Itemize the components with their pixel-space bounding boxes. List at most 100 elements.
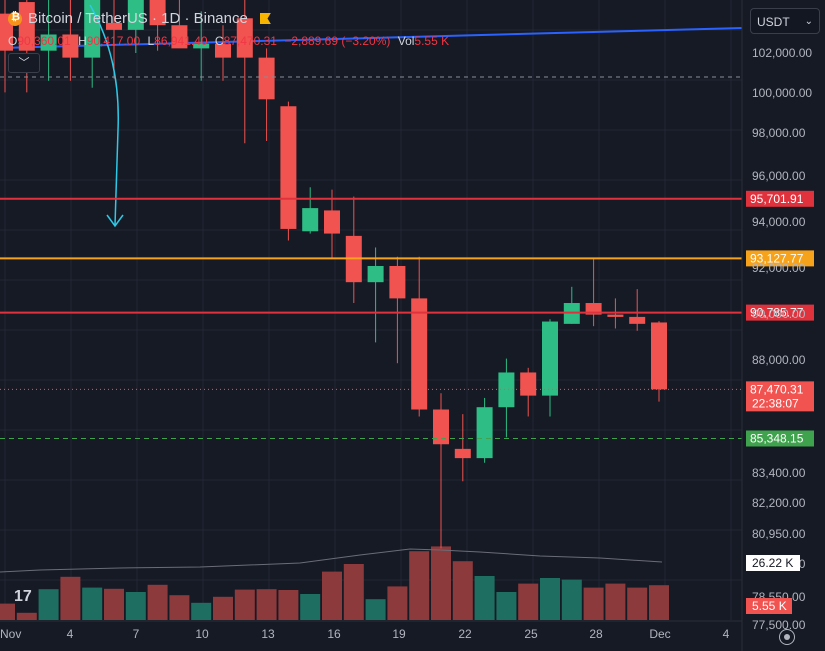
- volume-bar: [60, 576, 81, 620]
- price-label-box: [746, 190, 814, 207]
- volume-bar: [431, 546, 451, 620]
- low-key: L: [147, 34, 155, 48]
- volume-bar: [452, 561, 473, 620]
- price-label-box: [746, 250, 814, 267]
- time-axis-tick: 28: [589, 627, 603, 641]
- price-label-box: [746, 430, 814, 447]
- volume-ma-label: 26.22 K: [752, 556, 793, 570]
- candle[interactable]: [258, 57, 275, 100]
- volume-key: Vol: [397, 34, 415, 48]
- volume-bar: [125, 592, 146, 620]
- volume-bar: [387, 586, 408, 620]
- volume-bar: [561, 579, 582, 620]
- candle[interactable]: [476, 407, 493, 459]
- candle[interactable]: [193, 43, 210, 49]
- candle[interactable]: [607, 314, 624, 317]
- candle[interactable]: [106, 22, 122, 30]
- open-key: O: [8, 34, 18, 48]
- candle[interactable]: [302, 208, 319, 232]
- collapse-legend-button[interactable]: ﹀: [8, 53, 40, 73]
- currency-label: USDT: [757, 15, 790, 29]
- time-axis-tick: Nov: [0, 627, 21, 641]
- volume-bar: [474, 576, 495, 620]
- candle[interactable]: [84, 0, 101, 58]
- time-axis-tick: 10: [195, 627, 209, 641]
- candle[interactable]: [18, 2, 35, 51]
- candle[interactable]: [651, 322, 667, 390]
- candle[interactable]: [149, 0, 166, 26]
- change-value: −2,889.69 (−3.20%): [284, 34, 391, 48]
- candle[interactable]: [40, 34, 57, 51]
- volume-bar: [322, 571, 342, 620]
- candle[interactable]: [389, 265, 406, 299]
- countdown-label: 22:38:07: [752, 396, 799, 410]
- volume-bar: [518, 583, 539, 620]
- time-axis-tick: 19: [392, 627, 406, 641]
- symbol-title: Bitcoin / TetherUS · 1D · Binance: [28, 10, 248, 27]
- price-axis-tick: 98,000.00: [752, 126, 806, 140]
- price-axis-tick: 100,000.00: [752, 86, 812, 100]
- candle[interactable]: [542, 321, 558, 396]
- candle[interactable]: [324, 210, 340, 234]
- candle[interactable]: [127, 0, 144, 30]
- volume-ma-box: [746, 555, 800, 571]
- price-axis-tick: 96,000.00: [752, 169, 806, 183]
- volume-bar: [104, 588, 124, 620]
- volume-bar: [82, 587, 103, 620]
- candle[interactable]: [520, 372, 537, 396]
- volume-bar: [300, 594, 321, 620]
- time-axis-tick: 4: [723, 627, 730, 641]
- price-axis-tick: 88,000.00: [752, 353, 806, 367]
- price-line-label: 95,701.91: [750, 192, 804, 206]
- candle[interactable]: [433, 409, 449, 445]
- currency-select[interactable]: USDT ⌄: [750, 8, 820, 34]
- candle[interactable]: [411, 298, 428, 410]
- price-axis-tick: 90,000.00: [752, 307, 806, 321]
- open-value: 90,360.01: [17, 34, 71, 48]
- volume-bar: [605, 583, 626, 620]
- candle[interactable]: [454, 448, 471, 459]
- tradingview-logo[interactable]: 17: [14, 588, 32, 605]
- volume-bar: [16, 612, 37, 620]
- ohlc-legend: O90,360.01 H90,417.00 L86,941.40 C87,470…: [8, 34, 453, 48]
- gear-icon[interactable]: [779, 629, 795, 645]
- candle[interactable]: [585, 303, 602, 315]
- volume-bar: [147, 584, 168, 620]
- candle[interactable]: [367, 265, 384, 283]
- volume-bar: [38, 589, 59, 620]
- time-axis-tick: 16: [327, 627, 341, 641]
- candle[interactable]: [171, 25, 188, 49]
- time-axis-tick: 4: [67, 627, 74, 641]
- high-value: 90,417.00: [86, 34, 141, 48]
- price-line-label: 85,348.15: [750, 431, 804, 445]
- price-axis-tick: 92,000.00: [752, 261, 806, 275]
- price-line-label: 93,127.77: [750, 251, 804, 265]
- volume-bar: [256, 589, 277, 620]
- time-axis-tick: 22: [458, 627, 472, 641]
- chevron-down-icon: ﹀: [18, 57, 30, 69]
- volume-bar: [213, 596, 233, 620]
- flag-icon[interactable]: [259, 13, 271, 24]
- price-label-box: [746, 304, 814, 321]
- trend-line[interactable]: [0, 27, 743, 49]
- price-axis-tick: 83,400.00: [752, 466, 806, 480]
- volume-bar: [627, 587, 648, 620]
- price-axis-tick: 102,000.00: [752, 46, 812, 60]
- price-axis-tick: 80,950.00: [752, 527, 806, 541]
- volume-bar: [0, 603, 15, 620]
- volume-bar: [365, 599, 386, 620]
- current-price-label: 87,470.31: [750, 382, 804, 396]
- volume-current-box: [746, 598, 792, 614]
- candle[interactable]: [236, 18, 253, 58]
- candle[interactable]: [62, 34, 79, 58]
- candle[interactable]: [498, 372, 515, 408]
- chevron-down-icon: ⌄: [804, 16, 813, 27]
- time-axis-tick: 13: [261, 627, 275, 641]
- price-axis-tick: 94,000.00: [752, 215, 806, 229]
- candle[interactable]: [215, 43, 231, 58]
- candle[interactable]: [629, 316, 646, 324]
- volume-bar: [409, 551, 430, 620]
- symbol-header[interactable]: Bitcoin / TetherUS · 1D · Binance: [8, 10, 271, 27]
- candle[interactable]: [280, 106, 297, 229]
